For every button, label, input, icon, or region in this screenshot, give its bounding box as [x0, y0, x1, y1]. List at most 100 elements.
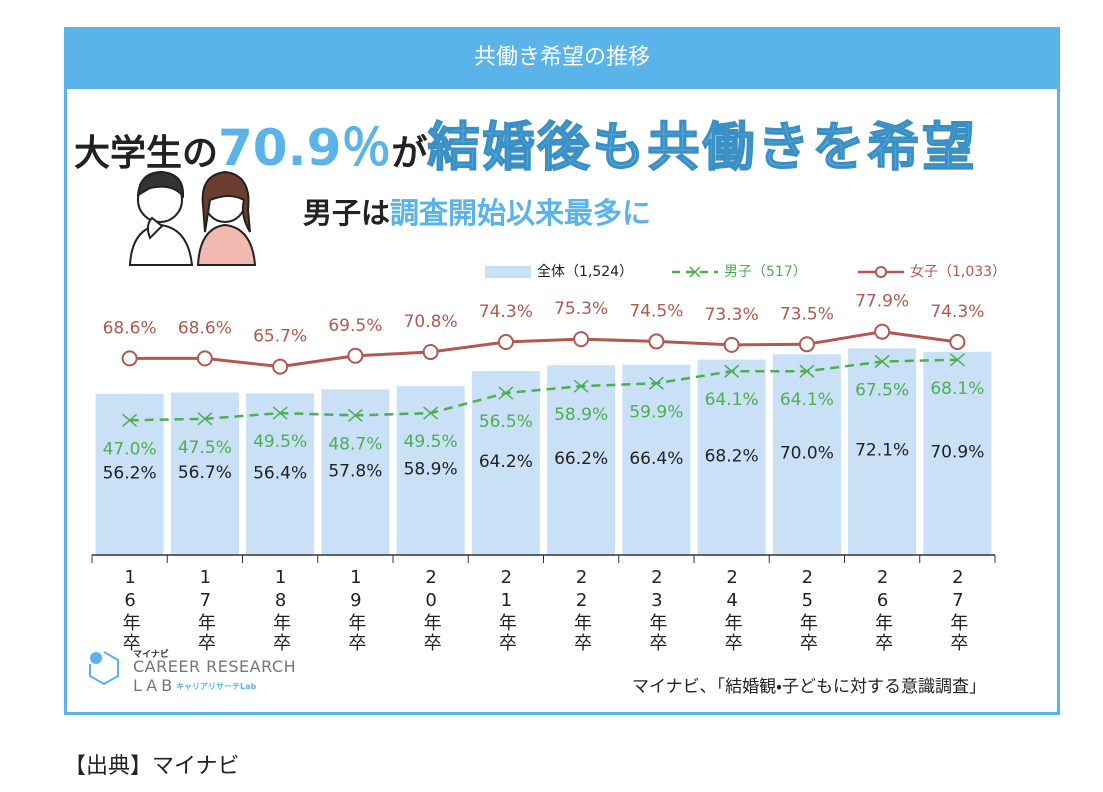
x-tick-label: 25年卒 [796, 567, 818, 653]
data-label: 70.8% [404, 312, 458, 332]
point [498, 386, 514, 400]
bar [772, 354, 841, 555]
x-tick-label: 19年卒 [345, 567, 367, 653]
point [197, 412, 213, 426]
point [347, 347, 364, 364]
data-label: 65.7% [253, 327, 307, 347]
data-label: 49.5% [253, 432, 307, 452]
bar [848, 348, 917, 555]
point [497, 334, 514, 351]
point [573, 331, 590, 348]
subheadline: 男子は調査開始以来最多に [303, 190, 651, 232]
data-label: 56.2% [103, 464, 157, 484]
source-note: マイナビ、「結婚観・子どもに対する意識調査」 [632, 677, 986, 697]
data-label: 66.4% [629, 449, 683, 469]
point [723, 336, 740, 353]
headline-text: が [391, 133, 428, 174]
point [648, 376, 664, 390]
line [129, 358, 958, 422]
data-label: 58.9% [554, 405, 608, 425]
point [272, 358, 289, 375]
x-tick-label: 22年卒 [571, 567, 593, 653]
bar [923, 351, 992, 555]
data-label: 64.2% [479, 452, 533, 472]
point [347, 408, 363, 422]
data-label: 47.0% [103, 439, 157, 459]
bar [471, 370, 540, 555]
point [799, 364, 815, 378]
logo-tagline: キャリアリサーチLab [176, 682, 257, 691]
data-label: 73.3% [705, 305, 759, 325]
logo-text: CAREER RESEARCH [133, 657, 297, 676]
legend-swatch [485, 266, 531, 278]
point [874, 323, 891, 340]
point [949, 353, 965, 367]
data-label: 56.4% [253, 463, 307, 483]
point [196, 350, 213, 367]
data-label: 69.5% [328, 316, 382, 336]
data-label: 59.9% [629, 402, 683, 422]
bar [246, 393, 315, 555]
bar [622, 364, 691, 555]
headline-highlight: 結婚後も共働きを希望 [427, 117, 978, 179]
data-label: 68.1% [930, 379, 984, 399]
subheadline-text: 男子は [303, 196, 391, 230]
point [272, 406, 288, 420]
data-label: 57.8% [328, 461, 382, 481]
x-tick-label: 17年卒 [194, 567, 216, 653]
line [129, 330, 958, 369]
point [423, 406, 439, 420]
legend-label: 女子（1,033） [910, 264, 1006, 280]
x-tick-label: 16年卒 [119, 567, 141, 653]
point [874, 354, 890, 369]
data-label: 47.5% [178, 438, 232, 458]
x-tick-label: 21年卒 [495, 567, 517, 653]
footer: 【出典】マイナビ [64, 754, 240, 779]
x-tick-label: 20年卒 [420, 567, 442, 653]
logo-icon [90, 652, 102, 664]
data-label: 72.1% [855, 441, 909, 461]
x-tick-label: 23年卒 [646, 567, 668, 653]
logo-icon [89, 651, 119, 686]
data-label: 68.2% [705, 446, 759, 466]
headline-text: 大学生の [74, 133, 219, 174]
data-label: 74.5% [629, 301, 683, 321]
x-tick-label: 26年卒 [872, 567, 894, 653]
data-label: 70.0% [780, 444, 834, 464]
illustration [128, 170, 257, 266]
legend-label: 男子（517） [724, 264, 807, 280]
point [422, 344, 439, 361]
data-label: 75.3% [554, 299, 608, 319]
point [122, 413, 138, 427]
bar [547, 365, 616, 555]
logo-text: LAB [133, 676, 177, 695]
data-label: 58.9% [404, 460, 458, 480]
data-label: 67.5% [855, 381, 909, 401]
data-label: 74.3% [479, 302, 533, 322]
data-label: 64.1% [780, 390, 834, 410]
data-label: 77.9% [855, 292, 909, 312]
bar [321, 389, 390, 555]
point [573, 379, 589, 393]
data-label: 70.9% [930, 442, 984, 462]
x-tick-label: 18年卒 [270, 567, 292, 653]
point [648, 333, 665, 350]
data-label: 66.2% [554, 449, 608, 469]
legend-label: 全体（1,524） [537, 264, 633, 280]
point [121, 350, 138, 367]
data-label: 73.5% [780, 304, 834, 324]
x-tick-label: 24年卒 [721, 567, 743, 653]
data-label: 48.7% [328, 434, 382, 454]
point [798, 336, 815, 353]
chart-title: 共働き希望の推移 [64, 27, 1060, 89]
data-label: 74.3% [930, 302, 984, 322]
data-label: 56.7% [178, 463, 232, 483]
point [949, 334, 966, 351]
data-label: 64.1% [705, 390, 759, 410]
headline-number: 70.9％ [218, 119, 392, 177]
data-label: 56.5% [479, 412, 533, 432]
legend-swatch [875, 266, 887, 278]
subheadline-highlight: 調査開始以来最多に [390, 196, 652, 230]
